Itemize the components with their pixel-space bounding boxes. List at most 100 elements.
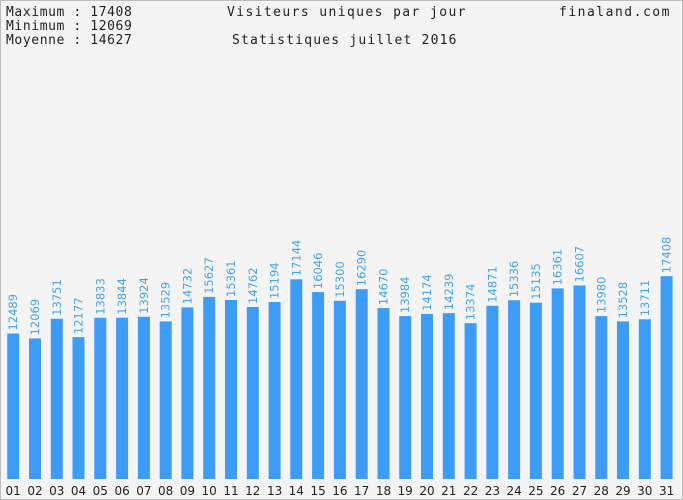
bar-10 [203,296,216,479]
value-label-24: 15336 [507,261,521,298]
value-label-28: 13980 [594,277,608,314]
x-tick-label-31: 31 [659,484,674,498]
bar-15 [312,292,325,479]
x-tick-labels-group: 01 02 03 04 05 06 07 08 09 10 11 12 13 14 15 16 17 18 19 20… [6,484,675,498]
bar-24 [508,300,521,479]
bar-19 [399,316,412,479]
value-label-14: 17144 [289,240,303,277]
bar-07 [137,316,150,479]
x-tick-label-19: 19 [398,484,413,498]
bar-02 [29,338,41,479]
value-label-08: 13529 [159,282,173,319]
bar-01 [7,333,20,479]
x-tick-label-05: 05 [93,484,108,498]
bar-27 [573,285,586,479]
value-label-10: 15627 [202,257,216,294]
value-label-18: 14670 [377,269,391,306]
x-tick-label-09: 09 [180,484,195,498]
value-label-25: 15135 [529,263,543,300]
bar-25 [529,302,542,479]
value-label-21: 14239 [442,274,456,311]
value-labels-group: 12489 12069 13751 12177 13833 13844 13924 13529… [6,237,673,336]
bar-03 [50,318,63,479]
x-tick-label-18: 18 [376,484,391,498]
value-label-29: 13528 [616,282,630,319]
stat-avg: Moyenne : 14627 [6,33,133,48]
site-name: finaland.com [559,5,671,20]
value-label-19: 13984 [398,277,412,314]
bar-17 [355,289,368,479]
x-tick-label-17: 17 [354,484,369,498]
bar-22 [464,323,477,479]
stat-min-label: Minimum [6,19,65,34]
x-tick-label-04: 04 [71,484,86,498]
stat-max-label: Maximum [6,5,65,20]
bar-06 [116,317,129,479]
bar-23 [486,305,499,479]
x-tick-label-21: 21 [441,484,456,498]
x-tick-label-14: 14 [289,484,304,498]
x-tick-label-28: 28 [594,484,609,498]
value-label-01: 12489 [6,294,20,331]
x-tick-label-25: 25 [528,484,543,498]
bar-28 [595,316,608,479]
value-label-16: 15300 [333,261,347,298]
value-label-11: 15361 [224,260,238,297]
value-label-20: 14174 [420,274,434,311]
bar-05 [94,317,107,479]
bar-11 [225,300,237,479]
value-label-05: 13833 [93,278,107,315]
x-tick-label-24: 24 [506,484,521,498]
value-label-26: 16361 [551,249,565,286]
bar-13 [268,302,281,479]
value-label-27: 16607 [573,246,587,283]
x-tick-label-29: 29 [615,484,630,498]
value-label-09: 14732 [180,268,194,305]
x-tick-label-23: 23 [485,484,500,498]
stat-min: Minimum : 12069 [6,19,133,34]
chart-title: Visiteurs uniques par jour [227,5,467,20]
value-label-17: 16290 [355,250,369,287]
value-label-02: 12069 [28,299,42,336]
bar-21 [442,313,455,479]
bar-20 [421,313,433,479]
bar-04 [72,337,85,479]
x-tick-label-22: 22 [463,484,478,498]
x-tick-label-10: 10 [202,484,217,498]
value-label-03: 13751 [50,279,64,316]
x-tick-label-26: 26 [550,484,565,498]
x-tick-label-16: 16 [332,484,347,498]
stat-max: Maximum : 17408 [6,5,133,20]
bar-31 [660,276,673,479]
x-tick-label-15: 15 [310,484,325,498]
stat-avg-value: 14627 [90,33,133,48]
x-tick-label-30: 30 [637,484,652,498]
x-tick-label-11: 11 [223,484,238,498]
x-tick-label-01: 01 [6,484,21,498]
x-tick-label-02: 02 [27,484,42,498]
chart-subtitle: Statistiques juillet 2016 [232,33,458,48]
value-label-22: 13374 [464,284,478,321]
bar-09 [181,307,194,479]
bar-08 [159,321,172,479]
bar-14 [290,279,303,479]
value-label-15: 16046 [311,253,325,290]
stat-avg-label: Moyenne [6,33,65,48]
stat-min-value: 12069 [90,19,133,34]
value-label-13: 15194 [268,262,282,299]
x-tick-label-12: 12 [245,484,260,498]
bars-group [7,276,673,479]
value-label-06: 13844 [115,278,129,315]
value-label-30: 13711 [638,280,652,317]
bar-16 [333,300,346,479]
value-label-04: 12177 [72,298,86,335]
value-label-07: 13924 [137,277,151,314]
x-tick-label-08: 08 [158,484,173,498]
bar-18 [377,308,390,479]
value-label-12: 14762 [246,267,260,304]
value-label-31: 17408 [660,237,674,274]
x-tick-label-03: 03 [49,484,64,498]
x-tick-label-07: 07 [136,484,151,498]
